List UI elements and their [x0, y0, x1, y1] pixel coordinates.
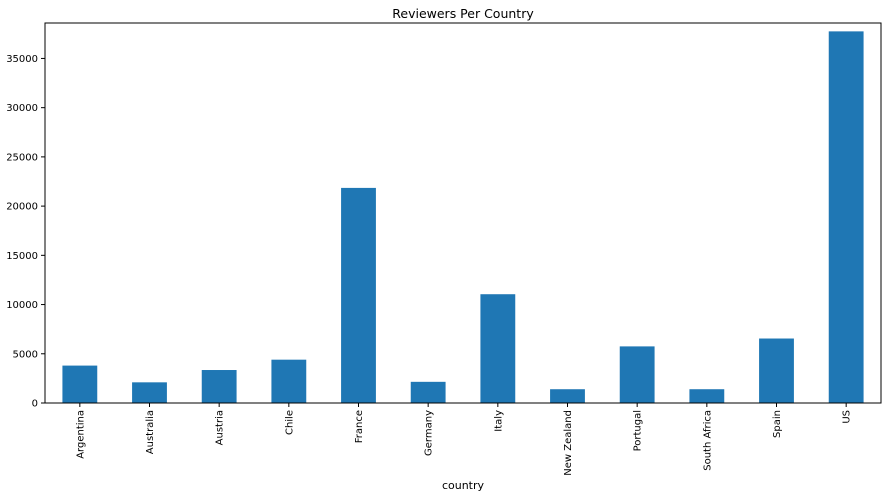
x-tick-label-italy: Italy [493, 410, 504, 432]
bar-portugal [619, 346, 655, 403]
x-axis: Argentina Australia Austria Chile France Germ… [75, 403, 853, 476]
y-tick-label: 0 [32, 399, 38, 410]
y-tick-label: 20000 [6, 202, 38, 213]
bar-italy [480, 294, 516, 403]
x-tick-label-france: France [354, 410, 365, 443]
x-tick-label-argentina: Argentina [75, 410, 86, 459]
bar-us [828, 31, 864, 404]
x-tick-label-germany: Germany [424, 410, 435, 456]
bar-austria [201, 370, 237, 403]
bars-layer [62, 31, 864, 404]
x-tick-label-austria: Austria [215, 410, 226, 445]
y-tick-label: 35000 [6, 54, 38, 65]
y-tick-label: 15000 [6, 251, 38, 262]
plot-frame [44, 22, 882, 404]
y-axis: 0 5000 10000 15000 20000 25000 30000 35000 [6, 54, 45, 410]
x-tick-label-australia: Australia [145, 410, 156, 454]
bar-australia [132, 382, 167, 403]
x-tick-label-south-africa: South Africa [702, 410, 713, 471]
y-tick-label: 30000 [6, 103, 38, 114]
bar-chile [271, 359, 307, 403]
chart-title: Reviewers Per Country [392, 6, 534, 21]
bar-argentina [62, 365, 98, 403]
bar-spain [759, 338, 794, 403]
x-tick-label-chile: Chile [284, 410, 295, 435]
bar-germany [410, 381, 446, 403]
x-tick-label-new-zealand: New Zealand [563, 410, 574, 476]
y-tick-label: 25000 [6, 152, 38, 163]
y-tick-label: 10000 [6, 300, 38, 311]
x-tick-label-portugal: Portugal [633, 410, 644, 451]
y-tick-label: 5000 [13, 349, 38, 360]
bar-south-africa [689, 389, 725, 403]
bar-france [341, 187, 376, 403]
x-axis-label: country [442, 479, 485, 492]
bar-new-zealand [550, 389, 585, 403]
x-tick-label-us: US [842, 410, 853, 424]
x-tick-label-spain: Spain [772, 410, 783, 438]
